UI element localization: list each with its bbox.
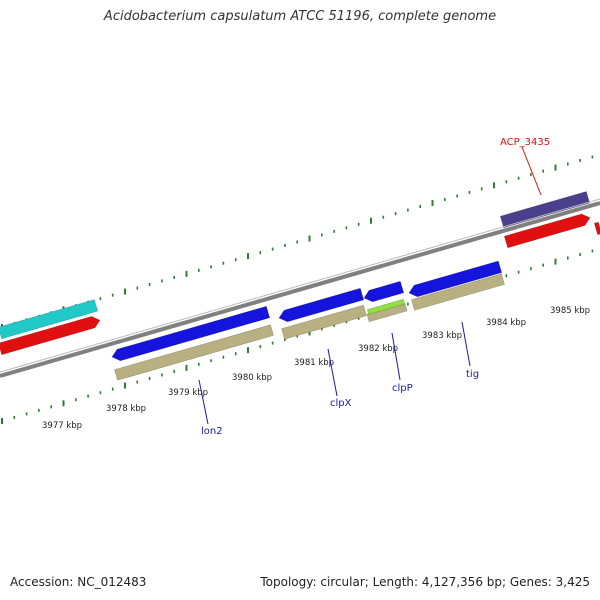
scale-label: 3985 kbp [550,306,590,316]
gene-lon2 [111,305,271,362]
gene-leader-line [327,348,338,397]
scale-label: 3983 kbp [422,331,462,341]
gene-lime-clpP [366,298,406,315]
gene-tig [408,260,503,298]
gene-khaki-lon2 [114,324,274,381]
gene-labels: lon2 clpX clpP tig ACP_3435 [198,137,550,437]
gene-label: tig [466,369,479,380]
backbone-line [0,201,600,378]
gene-khaki-clpX [281,304,367,340]
gene-leader-line [521,146,542,196]
gene-label: clpX [330,398,352,409]
gene-label: ACP_3435 [500,137,550,148]
scale-label: 3980 kbp [232,373,272,383]
gene-clpP [363,280,405,303]
scale-label: 3981 kbp [294,358,334,368]
gene-label: lon2 [201,426,223,437]
topology-label: Topology: circular; Length: 4,127,356 bp… [260,575,590,589]
scale-labels: 3977 kbp 3978 kbp 3979 kbp 3980 kbp 3981 kbp… [42,306,590,431]
gene-red-right [503,213,591,249]
scale-label: 3984 kbp [486,318,526,328]
gene-leader-line [391,332,401,381]
gene-ACP_3435 [499,191,591,229]
inner-tick-track [1,249,594,424]
gene-leader-line [198,379,209,425]
gene-clpX [278,287,365,323]
scale-label: 3982 kbp [358,344,398,354]
gene-cyan [0,299,99,340]
gene-features [0,191,600,381]
gene-red-edge [593,221,600,236]
scale-label: 3978 kbp [106,404,146,414]
backbone-highlight [0,198,600,373]
gene-khaki-tig [411,273,505,311]
accession-label: Accession: NC_012483 [10,575,147,589]
scale-label: 3979 kbp [168,388,208,398]
gene-leader-line [461,321,471,367]
scale-label: 3977 kbp [42,421,82,431]
map-title: Acidobacterium capsulatum ATCC 51196, co… [103,9,497,24]
gene-red [0,316,101,356]
gene-label: clpP [392,383,413,394]
genome-backbone [0,198,600,378]
